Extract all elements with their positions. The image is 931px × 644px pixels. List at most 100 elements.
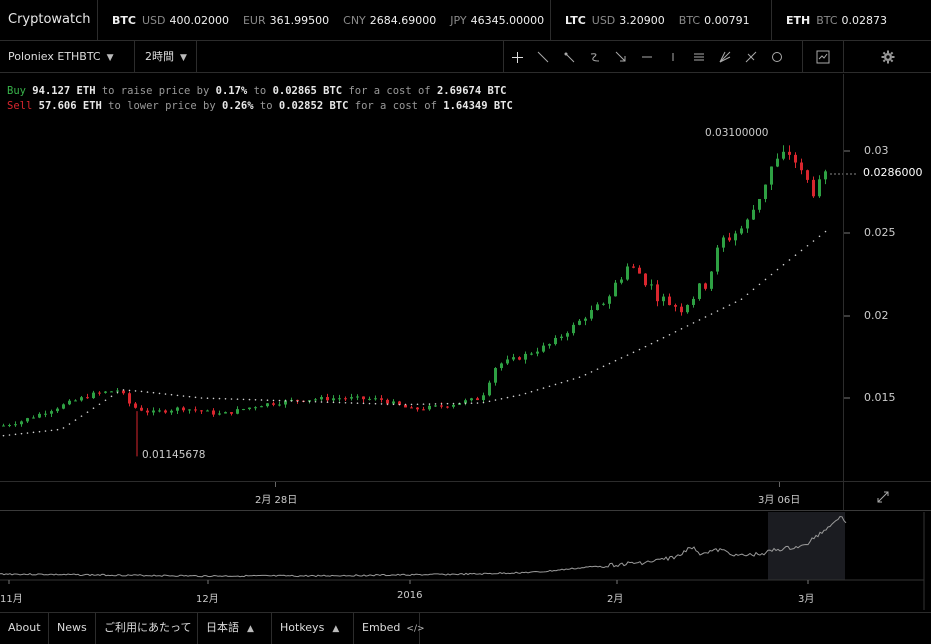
ticker-currency: CNY: [343, 13, 366, 27]
ticker-ltc[interactable]: LTC USD 3.20900 BTC 0.00791: [551, 0, 772, 41]
sar-dot: [362, 402, 365, 405]
line-tool-icon[interactable]: [530, 41, 556, 73]
candle: [572, 322, 575, 336]
candle: [542, 342, 545, 353]
language-select[interactable]: 日本語 ▲: [198, 613, 272, 644]
candle: [176, 406, 179, 414]
terms-link[interactable]: ご利用にあたって: [96, 613, 198, 644]
candle: [668, 293, 671, 306]
period-select[interactable]: 2時間 ▼: [135, 40, 197, 73]
expand-button[interactable]: [876, 490, 890, 507]
info-text: to: [259, 100, 273, 112]
candle: [470, 397, 473, 402]
price-tick: 0.025: [864, 226, 896, 239]
info-text: to lower price by: [108, 100, 216, 112]
sar-dot: [92, 407, 95, 410]
candle: [578, 318, 581, 326]
settings-button[interactable]: [843, 41, 931, 73]
sar-dot: [824, 230, 827, 233]
sar-dot: [50, 429, 53, 432]
sar-dot: [734, 301, 737, 303]
sar-dot: [206, 397, 209, 399]
candle: [476, 396, 479, 401]
candle: [698, 282, 701, 301]
candle: [620, 276, 623, 285]
ticker-eth[interactable]: ETH BTC 0.02873: [772, 0, 901, 41]
candle: [590, 305, 593, 321]
ticker-value: 2684.69000: [369, 13, 437, 27]
footer-bar: About News ご利用にあたって 日本語 ▲ Hotkeys ▲ Embed <…: [0, 612, 931, 644]
sar-dot: [812, 240, 815, 242]
brand-logo[interactable]: Cryptowatch: [0, 0, 98, 41]
candle: [566, 331, 569, 341]
sar-dot: [548, 385, 551, 388]
sar-dot: [806, 244, 809, 247]
candle: [104, 391, 107, 394]
overview-label: 2月: [607, 594, 624, 605]
embed-button[interactable]: Embed </>: [354, 613, 425, 644]
market-label: Poloniex ETHBTC: [8, 49, 101, 63]
candle: [410, 405, 413, 409]
price-tick: 0.02: [864, 309, 889, 322]
pitchfork-icon[interactable]: [738, 41, 764, 73]
hotkeys-button[interactable]: Hotkeys ▲: [272, 613, 354, 644]
candle: [266, 403, 269, 408]
candle: [44, 410, 47, 418]
sar-dot: [170, 393, 173, 396]
arrow-tool-icon[interactable]: [608, 41, 634, 73]
candle: [98, 391, 101, 396]
sar-dot: [14, 433, 17, 436]
fan-tool-icon[interactable]: [712, 41, 738, 73]
sar-dot: [500, 398, 503, 400]
sar-dot: [740, 298, 743, 301]
candle: [656, 280, 659, 307]
circle-tool-icon[interactable]: [764, 41, 790, 73]
sar-dot: [692, 322, 695, 324]
overview-chart[interactable]: [0, 512, 931, 610]
sar-dot: [374, 402, 377, 405]
fibonacci-icon[interactable]: [686, 41, 712, 73]
vertical-line-icon[interactable]: [660, 41, 686, 73]
sar-dot: [116, 391, 119, 394]
sar-dot: [398, 403, 401, 406]
horizontal-line-icon[interactable]: [634, 41, 660, 73]
candle: [650, 279, 653, 290]
chart-type-button[interactable]: [802, 41, 842, 73]
sar-dot: [242, 398, 245, 401]
candle: [242, 408, 245, 411]
candle: [260, 405, 263, 408]
candle: [704, 282, 707, 291]
sar-dot: [266, 399, 269, 401]
sar-dot: [488, 400, 491, 403]
candle: [344, 396, 347, 402]
info-text: for a cost of: [354, 100, 437, 112]
candle: [806, 169, 809, 183]
market-select[interactable]: Poloniex ETHBTC ▼: [0, 40, 135, 73]
candle: [770, 166, 773, 191]
curve-tool-icon[interactable]: [582, 41, 608, 73]
about-link[interactable]: About: [0, 613, 49, 644]
ray-tool-icon[interactable]: [556, 41, 582, 73]
sar-dot: [440, 402, 443, 405]
sar-dot: [26, 432, 29, 434]
candle: [416, 406, 419, 412]
crosshair-icon[interactable]: [504, 41, 530, 73]
embed-label: Embed: [362, 621, 401, 634]
sar-dot: [176, 394, 179, 397]
ticker-btc[interactable]: BTC USD 400.02000 EUR 361.99500 CNY 2684…: [98, 0, 551, 41]
candle: [818, 175, 821, 198]
sar-dot: [20, 432, 23, 435]
candle: [674, 303, 677, 312]
sar-dot: [644, 345, 647, 348]
candlestick-chart[interactable]: [0, 74, 931, 481]
candle: [206, 409, 209, 412]
candle: [80, 395, 83, 402]
candle: [506, 355, 509, 366]
news-link[interactable]: News: [49, 613, 96, 644]
sar-dot: [80, 415, 83, 417]
sar-dot: [662, 336, 665, 339]
low-price-label: 0.01145678: [142, 449, 206, 461]
sar-dot: [320, 401, 323, 403]
ticker-currency: JPY: [450, 13, 467, 27]
price-tick: 0.015: [864, 391, 896, 404]
